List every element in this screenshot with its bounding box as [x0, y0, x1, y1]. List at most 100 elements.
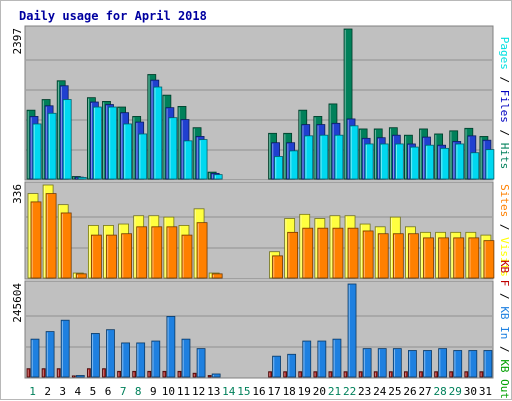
bar: [274, 156, 283, 180]
x-tick-label: 16: [252, 385, 265, 398]
y-max-label: 336: [11, 184, 24, 204]
bar: [166, 226, 178, 279]
bar: [153, 86, 163, 180]
legend-entry: KB Out: [498, 359, 511, 399]
bar: [332, 227, 344, 279]
x-tick-label: 5: [90, 385, 97, 398]
x-tick-label: 6: [105, 385, 112, 398]
bar: [75, 375, 85, 378]
x-tick-label: 22: [343, 385, 356, 398]
bar: [121, 342, 130, 378]
bar: [211, 373, 221, 378]
bar: [47, 112, 57, 180]
bar: [138, 133, 148, 180]
bar: [287, 231, 299, 279]
bar: [183, 140, 193, 180]
series-kb-f: [26, 368, 484, 378]
bar: [136, 226, 148, 279]
bar: [92, 106, 102, 180]
bar: [455, 143, 465, 180]
bar: [213, 174, 223, 180]
x-tick-label: 7: [120, 385, 127, 398]
bar: [425, 144, 434, 180]
x-tick-label: 30: [464, 385, 477, 398]
x-tick-label: 3: [59, 385, 66, 398]
bar: [483, 350, 493, 378]
panel-legend: Sites / Visits: [498, 184, 511, 277]
legend-entry: Pages: [498, 37, 511, 70]
bar: [347, 227, 359, 279]
x-tick-label: 15: [237, 385, 250, 398]
bar: [379, 143, 389, 180]
x-tick-label: 25: [388, 385, 401, 398]
bar: [408, 350, 417, 378]
x-tick-label: 24: [373, 385, 387, 398]
bar: [317, 227, 329, 279]
series-pages: [32, 86, 495, 180]
bar: [304, 135, 314, 180]
bar: [438, 348, 448, 378]
x-tick-label: 31: [479, 385, 492, 398]
bar: [181, 234, 193, 279]
x-axis: 1 2 3 4 5 6 7 8 9 10 11 12 13 14 15 16 17 18 19 20 21 22 23 24 2…: [29, 385, 492, 398]
bar: [71, 375, 76, 378]
bar: [32, 123, 42, 180]
bar: [332, 338, 342, 378]
x-tick-label: 9: [150, 385, 157, 398]
bar: [62, 99, 72, 180]
bar: [211, 273, 223, 279]
bar: [438, 237, 450, 279]
bar: [483, 240, 495, 279]
panel-hits-files-pages: 2397 Pages / Files / Hits: [11, 25, 511, 181]
bar: [136, 342, 146, 378]
x-tick-label: 28: [434, 385, 447, 398]
legend-entry: /: [498, 286, 511, 306]
x-tick-label: 21: [328, 385, 341, 398]
legend-entry: /: [498, 217, 511, 237]
bar: [75, 273, 87, 279]
legend-entry: Files: [498, 90, 511, 123]
bar: [410, 146, 419, 180]
bar: [302, 227, 314, 279]
bar: [347, 283, 357, 378]
panel-visits-sites: 336 Sites / Visits: [11, 181, 511, 280]
bar: [364, 143, 374, 180]
legend-entry: KB In: [498, 306, 511, 339]
bar: [272, 255, 283, 279]
bar: [151, 226, 163, 279]
x-tick-label: 18: [283, 385, 296, 398]
bar: [196, 348, 206, 378]
legend-entry: /: [498, 123, 511, 143]
x-tick-label: 14: [222, 385, 236, 398]
bar: [440, 147, 450, 180]
bar: [392, 233, 404, 279]
legend-entry: /: [498, 339, 511, 359]
bar: [166, 316, 176, 378]
bar: [45, 193, 57, 279]
x-tick-label: 1: [29, 385, 36, 398]
x-tick-label: 2: [44, 385, 51, 398]
x-tick-label: 8: [135, 385, 142, 398]
x-tick-label: 27: [418, 385, 431, 398]
bar: [106, 329, 115, 378]
x-tick-label: 17: [267, 385, 280, 398]
bar: [319, 134, 329, 180]
x-tick-label: 20: [313, 385, 326, 398]
chart-panels: 2397 Pages / Files / Hits 336 Sites / Visit…: [11, 25, 511, 399]
x-tick-label: 23: [358, 385, 371, 398]
bar: [362, 230, 374, 279]
series-sites: [30, 193, 495, 279]
bar: [394, 143, 404, 180]
bar: [453, 237, 465, 279]
bar: [289, 150, 299, 180]
bar: [30, 338, 40, 378]
bar: [423, 350, 432, 378]
bar: [90, 234, 102, 279]
legend-entry: Visits: [498, 237, 511, 277]
bar: [317, 340, 327, 378]
bar: [362, 348, 372, 378]
bar: [349, 125, 359, 180]
x-tick-label: 26: [403, 385, 416, 398]
